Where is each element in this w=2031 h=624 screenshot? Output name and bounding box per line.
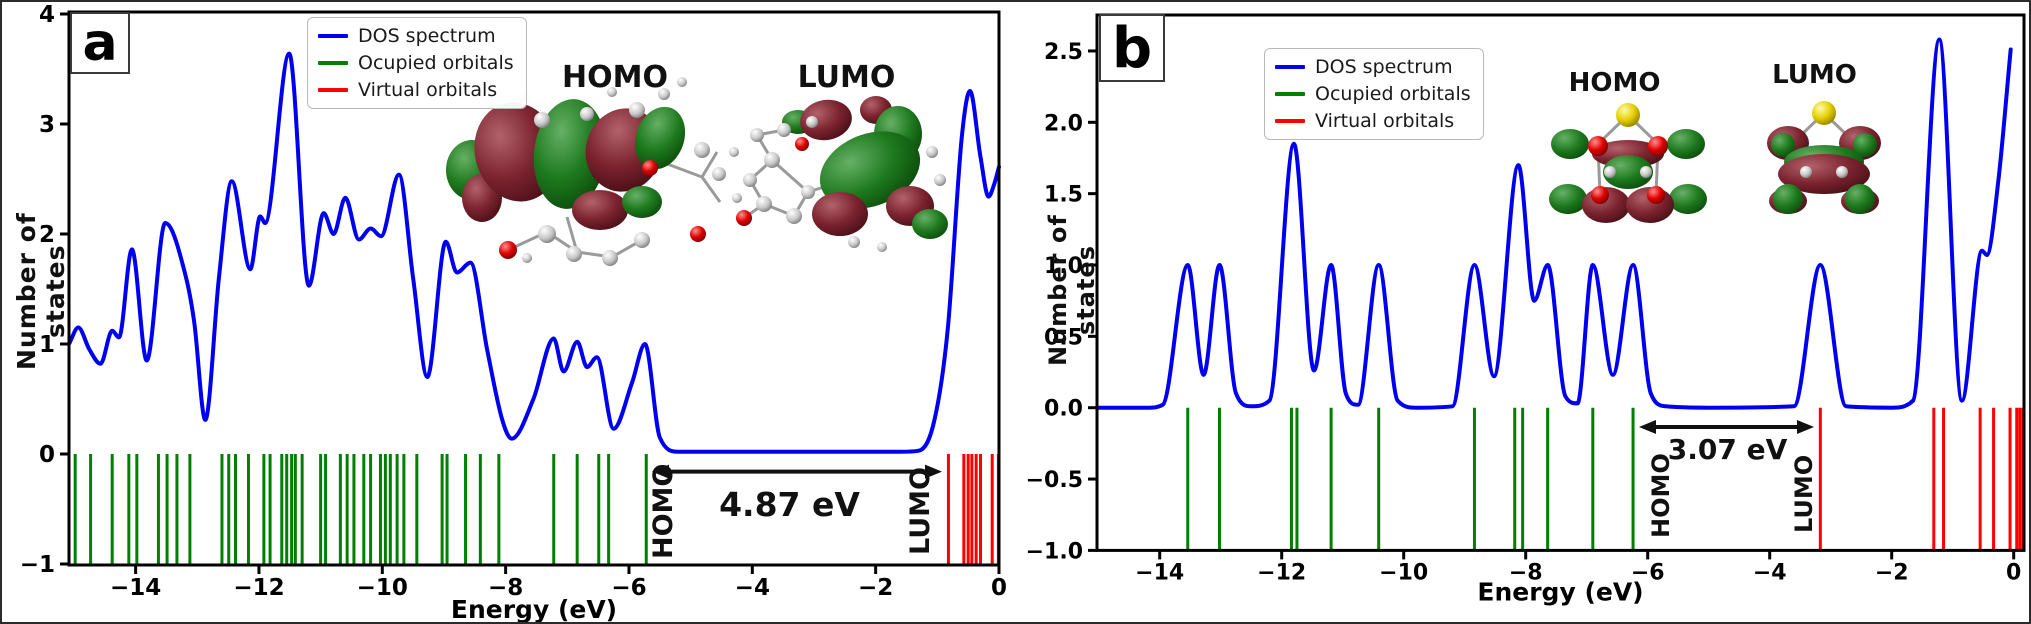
gap-value-b: 3.07 eV — [1667, 433, 1788, 466]
dos-line-swatch — [1275, 65, 1305, 69]
axes-spines — [1095, 13, 2026, 552]
x-tick-label: −6 — [611, 575, 646, 601]
x-tick-label: −4 — [1753, 560, 1787, 585]
y-tick-label: 2.5 — [1044, 40, 1083, 65]
y-tick-label: 4 — [39, 2, 55, 28]
lumo-orbital-isosurface-b — [1767, 101, 1881, 214]
y-tick-label: 1.0 — [1044, 254, 1083, 279]
x-tick-label: −2 — [858, 575, 893, 601]
y-axis-title-a: Number of states — [12, 212, 70, 370]
homo-image-caption-a: HOMO — [562, 60, 668, 95]
plot-area: −14 −12 −10 −8 −6 −4 −2 0 −1.0 −0.5 0.0 0.5 1.0 1.5 2.… — [1026, 13, 2026, 606]
x-tick-label: −4 — [735, 575, 770, 601]
legend-item-dos: DOS spectrum — [318, 25, 514, 47]
dos-line-swatch — [318, 34, 348, 38]
x-tick-label: −12 — [233, 575, 284, 601]
y-tick-label: 3 — [39, 112, 55, 138]
y-tick-label: −0.5 — [1026, 468, 1083, 493]
y-tick-label: 0.5 — [1044, 325, 1083, 350]
virtual-line-swatch — [1275, 119, 1305, 123]
y-tick-label: 1.5 — [1044, 183, 1083, 208]
lumo-annotation-a: LUMO — [905, 467, 936, 555]
x-tick-label: −14 — [1135, 560, 1184, 585]
panel-b-plot: −14 −12 −10 −8 −6 −4 −2 0 −1.0 −0.5 0.0 0.5 1.0 1.5 2.… — [1026, 13, 2026, 606]
homo-annotation-b: HOMO — [1647, 453, 1675, 538]
x-tick-label: −14 — [110, 575, 161, 601]
y-tick-label: 0 — [39, 442, 55, 468]
legend-item-occupied: Ocupied orbitals — [318, 52, 514, 74]
dos-curve — [1094, 37, 2013, 410]
legend-item-virtual: Virtual orbitals — [318, 79, 514, 101]
panel-label-a: a — [70, 12, 130, 74]
x-tick-label: 0 — [991, 575, 1007, 601]
occupied-line-swatch — [318, 61, 348, 65]
lumo-image-caption-b: LUMO — [1772, 60, 1857, 90]
lumo-orbital-isosurface-a — [736, 96, 948, 252]
occupied-line-swatch — [1275, 92, 1305, 96]
panel-label-b: b — [1099, 14, 1165, 82]
x-tick-label: −8 — [1509, 560, 1543, 585]
legend-item-occupied: Ocupied orbitals — [1275, 83, 1471, 105]
axes-spines — [67, 10, 1001, 567]
x-tick-label: −10 — [357, 575, 408, 601]
legend-label: Virtual orbitals — [1315, 110, 1455, 132]
legend-label: DOS spectrum — [358, 25, 496, 47]
x-tick-label: −12 — [1257, 560, 1306, 585]
lumo-image-caption-a: LUMO — [797, 60, 896, 95]
y-tick-label: 2 — [39, 222, 55, 248]
gap-arrowhead-right — [1797, 419, 1814, 434]
y-tick-label: 2.0 — [1044, 111, 1083, 136]
legend-label: DOS spectrum — [1315, 56, 1453, 78]
homo-orbital-isosurface-b — [1549, 103, 1707, 223]
dos-curve — [67, 51, 1001, 454]
legend-label: Ocupied orbitals — [1315, 83, 1471, 105]
homo-orbital-isosurface-a — [446, 77, 742, 266]
legend-label: Ocupied orbitals — [358, 52, 514, 74]
x-tick-label: 0 — [2006, 560, 2021, 585]
x-axis-title: Energy (eV) — [1477, 577, 1643, 606]
x-tick-label: −8 — [488, 575, 523, 601]
x-tick-label: −10 — [1379, 560, 1428, 585]
y-tick-label: 1 — [39, 332, 55, 358]
gap-arrowhead-left — [652, 464, 669, 479]
legend-item-virtual: Virtual orbitals — [1275, 110, 1471, 132]
lumo-annotation-b: LUMO — [1790, 454, 1818, 534]
gap-arrowhead-left — [1639, 419, 1656, 434]
y-tick-label: −1 — [20, 552, 55, 578]
gap-value-a: 4.87 eV — [719, 485, 860, 524]
y-tick-label: 0.0 — [1044, 397, 1083, 422]
homo-image-caption-b: HOMO — [1568, 68, 1661, 98]
legend-item-dos: DOS spectrum — [1275, 56, 1471, 78]
virtual-line-swatch — [318, 88, 348, 92]
homo-annotation-a: HOMO — [648, 463, 679, 559]
y-tick-label: −1.0 — [1026, 539, 1083, 564]
x-tick-label: −6 — [1631, 560, 1665, 585]
legend-a: DOS spectrum Ocupied orbitals Virtual or… — [307, 17, 527, 109]
y-axis-title-b: Number of states — [1044, 214, 1100, 366]
legend-label: Virtual orbitals — [358, 79, 498, 101]
x-tick-label: −2 — [1875, 560, 1909, 585]
gap-arrowhead-right — [925, 464, 942, 479]
legend-b: DOS spectrum Ocupied orbitals Virtual or… — [1264, 48, 1484, 140]
x-axis-title: Energy (eV) — [451, 595, 617, 624]
